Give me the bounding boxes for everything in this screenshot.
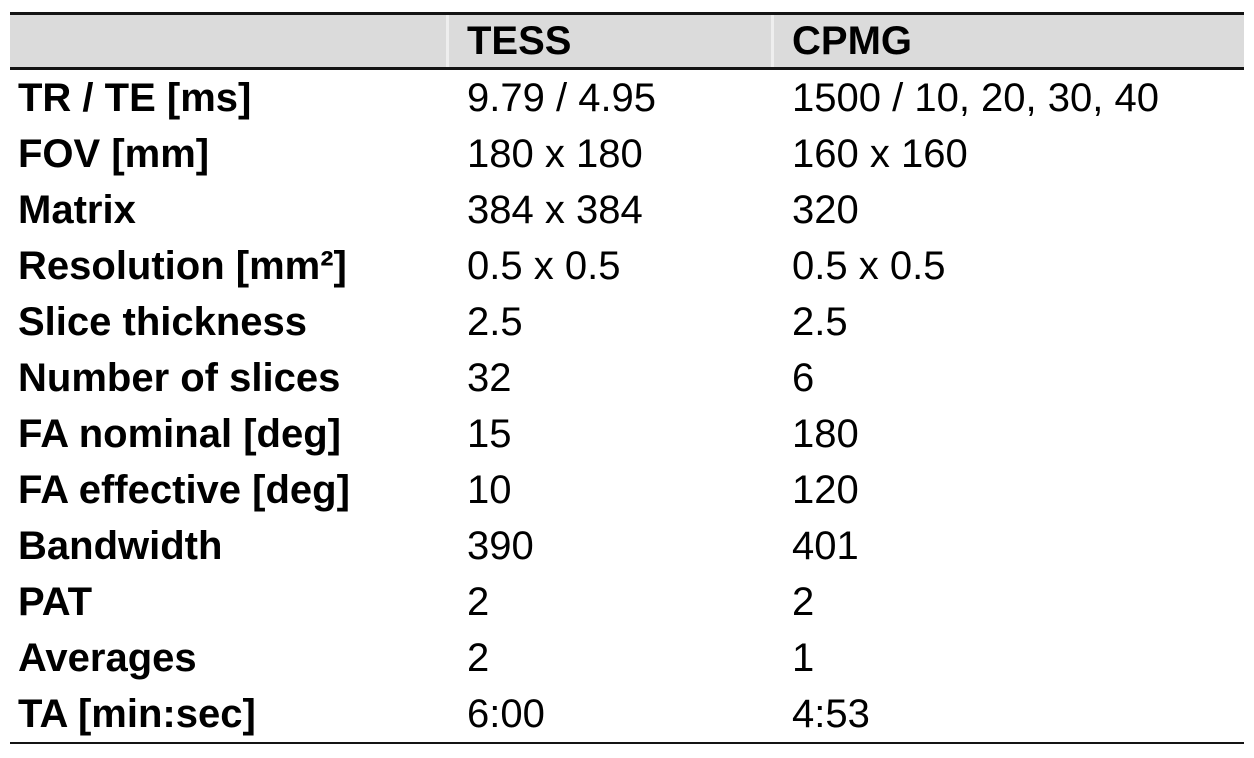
row-label: FA nominal [deg]	[18, 411, 341, 456]
row-label: Averages	[18, 635, 197, 680]
header-row: TESS CPMG	[10, 12, 1244, 70]
table-row: Bandwidth 390 401	[10, 518, 1244, 574]
tess-value: 9.79 / 4.95	[467, 75, 657, 120]
tess-value: 0.5 x 0.5	[467, 243, 621, 288]
cpmg-value: 1500 / 10, 20, 30, 40	[792, 75, 1159, 120]
row-label: TR / TE [ms]	[18, 75, 252, 120]
column-header-tess: TESS	[446, 12, 771, 70]
tess-value: 384 x 384	[467, 187, 643, 232]
table-row: FA effective [deg] 10 120	[10, 462, 1244, 518]
cpmg-value: 2.5	[792, 299, 848, 344]
row-label: Number of slices	[18, 355, 341, 400]
column-header-cpmg: CPMG	[771, 12, 1244, 70]
table-row: TA [min:sec] 6:00 4:53	[10, 686, 1244, 744]
row-label: Bandwidth	[18, 523, 223, 568]
table-row: Slice thickness 2.5 2.5	[10, 294, 1244, 350]
cpmg-value: 401	[792, 523, 859, 568]
table-row: FOV [mm] 180 x 180 160 x 160	[10, 126, 1244, 182]
tess-value: 390	[467, 523, 534, 568]
cpmg-value: 180	[792, 411, 859, 456]
tess-value: 15	[467, 411, 512, 456]
table-body: TR / TE [ms] 9.79 / 4.95 1500 / 10, 20, …	[10, 69, 1244, 744]
tess-value: 2	[467, 635, 490, 680]
tess-value: 180 x 180	[467, 131, 643, 176]
table-row: TR / TE [ms] 9.79 / 4.95 1500 / 10, 20, …	[10, 69, 1244, 127]
cpmg-value: 4:53	[771, 686, 1244, 744]
table-row: Resolution [mm²] 0.5 x 0.5 0.5 x 0.5	[10, 238, 1244, 294]
table-row: Averages 2 1	[10, 630, 1244, 686]
tess-value: 2.5	[467, 299, 523, 344]
column-header-empty	[10, 12, 446, 70]
row-label: Resolution [mm²]	[18, 243, 347, 288]
row-label: FA effective [deg]	[18, 467, 350, 512]
tess-value: 10	[467, 467, 512, 512]
table-header: TESS CPMG	[10, 12, 1244, 70]
cpmg-value: 2	[792, 579, 815, 624]
row-label: Matrix	[18, 187, 136, 232]
table-row: FA nominal [deg] 15 180	[10, 406, 1244, 462]
cpmg-value: 1	[792, 635, 815, 680]
cpmg-value: 6	[792, 355, 815, 400]
row-label: TA [min:sec]	[10, 686, 446, 744]
table-row: Matrix 384 x 384 320	[10, 182, 1244, 238]
row-label: PAT	[18, 579, 93, 624]
cpmg-value: 160 x 160	[792, 131, 968, 176]
tess-value: 32	[467, 355, 512, 400]
table-row: PAT 2 2	[10, 574, 1244, 630]
row-label: Slice thickness	[18, 299, 308, 344]
row-label: FOV [mm]	[18, 131, 210, 176]
cpmg-value: 120	[792, 467, 859, 512]
table-row: Number of slices 32 6	[10, 350, 1244, 406]
cpmg-value: 320	[792, 187, 859, 232]
tess-value: 6:00	[446, 686, 771, 744]
cpmg-value: 0.5 x 0.5	[792, 243, 946, 288]
sequence-parameters-table: TESS CPMG TR / TE [ms] 9.79 / 4.95 1500 …	[10, 12, 1244, 744]
tess-value: 2	[467, 579, 490, 624]
